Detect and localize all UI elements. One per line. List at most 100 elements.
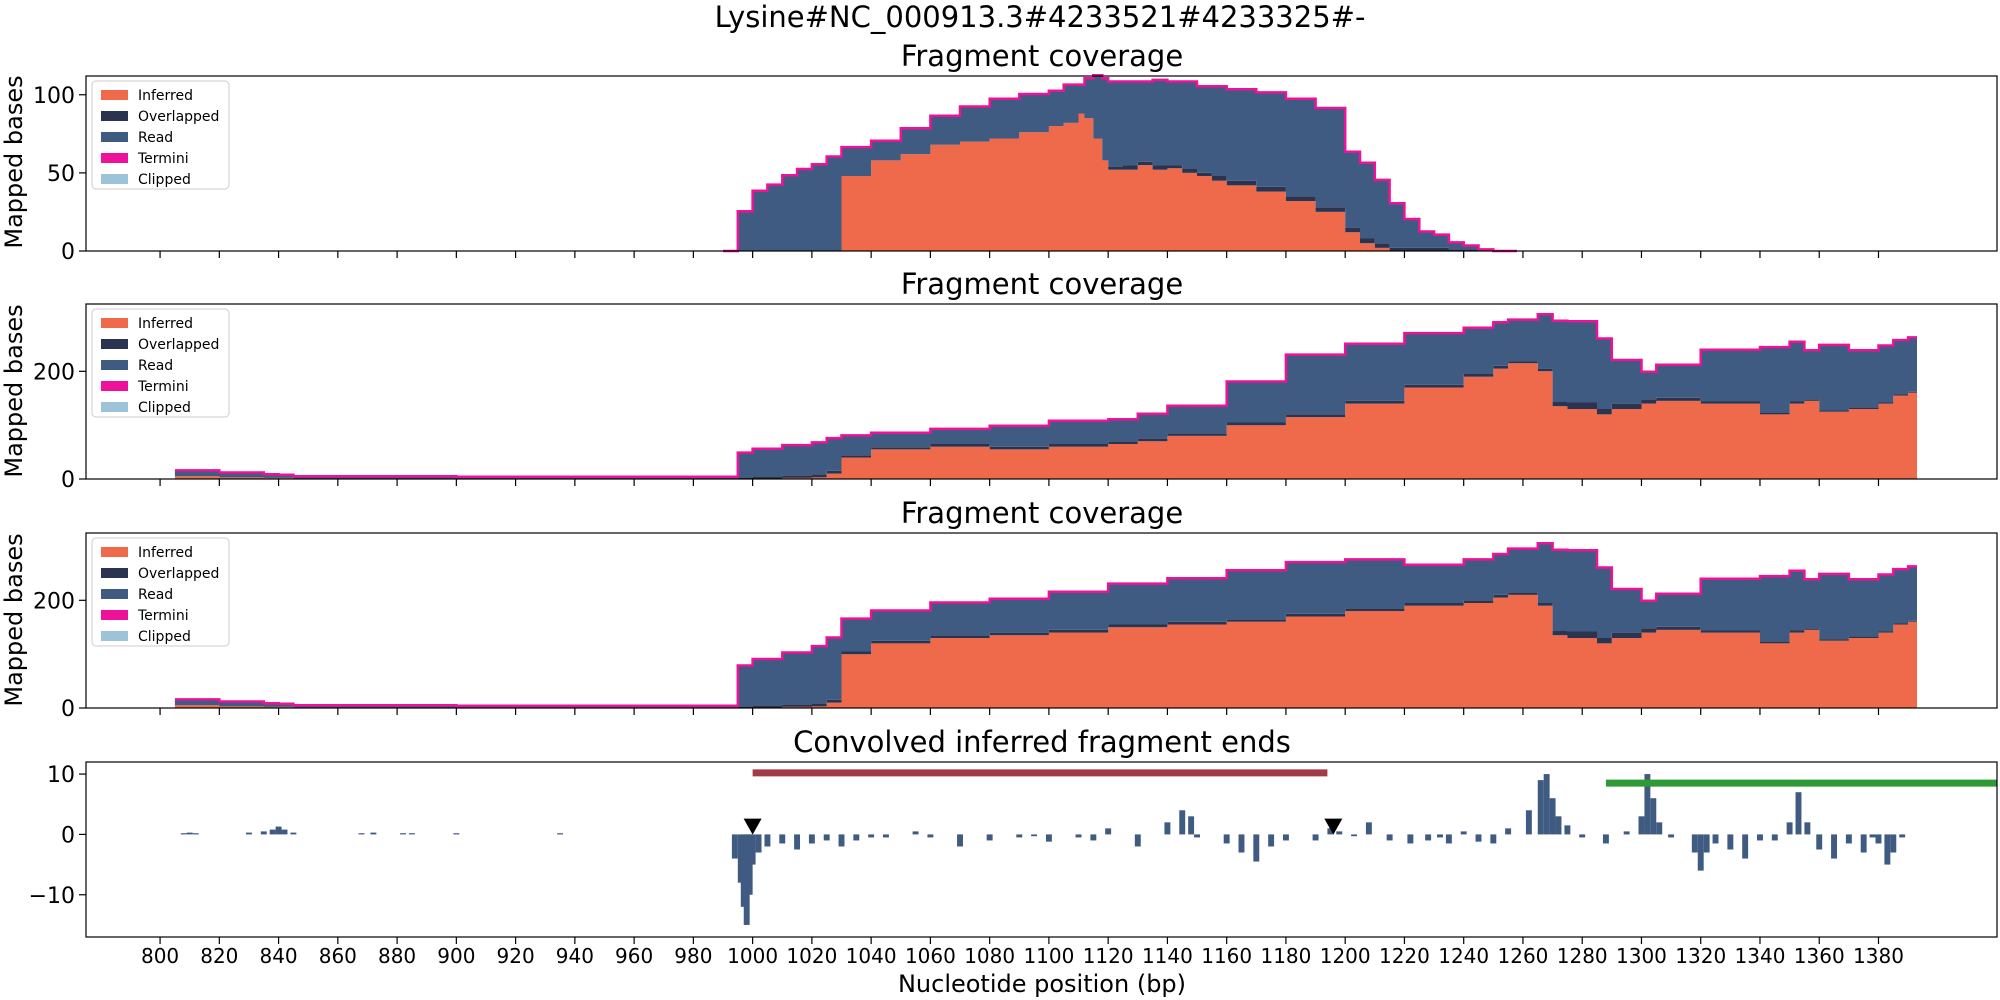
end-bar-9	[358, 833, 365, 835]
x-tick-label-6: 920	[497, 944, 535, 968]
panel-1-plot	[723, 73, 1517, 253]
end-bar-34	[986, 834, 993, 841]
x-tick-label-10: 1000	[727, 944, 778, 968]
end-bar-15	[731, 834, 738, 859]
series-read-0	[723, 76, 1517, 251]
end-bar-95	[1875, 834, 1882, 844]
end-bar-61	[1460, 831, 1467, 835]
legend-label-1-0: Inferred	[138, 316, 193, 332]
end-bar-48	[1253, 834, 1260, 862]
legend-swatch-2-0	[101, 547, 128, 557]
x-tick-label-20: 1200	[1320, 944, 1371, 968]
legend-swatch-0-2	[101, 132, 128, 142]
x-tick-label-22: 1240	[1438, 944, 1489, 968]
end-bar-81	[1703, 834, 1710, 853]
x-tick-label-23: 1260	[1498, 944, 1549, 968]
marker-triangle-1	[1324, 818, 1343, 835]
end-bar-93	[1860, 834, 1867, 853]
end-bar-98	[1899, 834, 1906, 838]
end-bar-13	[453, 833, 460, 835]
end-bar-40	[1105, 828, 1112, 835]
legend-swatch-1-1	[101, 339, 128, 349]
y-tick-label-0-2: 100	[33, 84, 75, 109]
end-bar-67	[1543, 774, 1550, 835]
end-bar-21	[755, 834, 762, 853]
x-tick-label-11: 1020	[786, 944, 837, 968]
x-tick-label-26: 1320	[1675, 944, 1726, 968]
x-tick-label-5: 900	[437, 944, 475, 968]
axes-frame-0	[85, 75, 1998, 252]
end-bar-96	[1884, 834, 1891, 865]
axes-frame-2	[85, 532, 1998, 709]
legend-swatch-2-1	[101, 568, 128, 578]
end-bar-14	[557, 833, 564, 835]
end-bar-55	[1365, 822, 1372, 835]
series-inferred-1	[174, 363, 1917, 479]
end-bar-64	[1505, 828, 1512, 835]
legend-swatch-0-0	[101, 90, 128, 100]
end-bar-90	[1816, 834, 1823, 850]
x-tick-label-13: 1060	[905, 944, 956, 968]
y-tick-label-3-0: −10	[29, 884, 75, 909]
end-bar-63	[1490, 834, 1497, 844]
x-tick-label-25: 1300	[1616, 944, 1667, 968]
end-bar-24	[794, 834, 801, 850]
axes-frame-1	[85, 303, 1998, 480]
end-bar-27	[838, 834, 845, 847]
end-bar-35	[1016, 834, 1023, 838]
x-tick-label-1: 820	[200, 944, 238, 968]
end-bar-79	[1691, 834, 1698, 853]
panel-2-legend: Inferred Overlapped Read Termini Clipped	[91, 308, 230, 418]
end-bar-50	[1282, 834, 1289, 841]
x-tick-label-8: 960	[615, 944, 653, 968]
end-bar-17	[740, 834, 747, 907]
end-bar-37	[1045, 834, 1052, 842]
end-bar-44	[1188, 816, 1195, 835]
x-tick-label-24: 1280	[1557, 944, 1608, 968]
x-tick-label-4: 880	[378, 944, 416, 968]
end-bar-80	[1697, 834, 1704, 871]
x-tick-label-21: 1220	[1379, 944, 1430, 968]
legend-label-0-0: Inferred	[138, 88, 193, 104]
legend-swatch-1-4	[101, 402, 128, 412]
series-inferred-0	[723, 113, 1517, 251]
x-tick-label-29: 1380	[1853, 944, 1904, 968]
end-bar-45	[1194, 834, 1201, 838]
x-tick-label-2: 840	[259, 944, 297, 968]
end-bar-31	[912, 831, 919, 835]
legend-swatch-1-3	[101, 381, 128, 391]
end-bar-1	[186, 832, 193, 835]
legend-swatch-1-0	[101, 318, 128, 328]
end-bar-97	[1890, 834, 1897, 853]
x-tick-label-0: 800	[141, 944, 179, 968]
end-bar-33	[957, 834, 963, 847]
legend-label-1-1: Overlapped	[138, 337, 219, 353]
end-bar-3	[245, 832, 252, 835]
end-bar-49	[1268, 834, 1275, 847]
panel-3-legend: Inferred Overlapped Read Termini Clipped	[91, 537, 230, 647]
x-tick-label-7: 940	[556, 944, 594, 968]
shared-x-axis: 800 820 840 860 880 900 920 940 960 980 1000 1020 10…	[141, 944, 1904, 968]
legend-label-0-4: Clipped	[138, 172, 191, 188]
end-bar-12	[408, 833, 415, 835]
end-bar-84	[1742, 834, 1749, 859]
legend-swatch-2-3	[101, 610, 128, 620]
x-tick-label-27: 1340	[1735, 944, 1786, 968]
series-termini-2	[174, 541, 1917, 708]
end-bar-85	[1757, 834, 1763, 841]
legend-label-1-4: Clipped	[138, 400, 191, 416]
end-bar-26	[823, 834, 830, 841]
end-bar-43	[1179, 810, 1186, 835]
coverage-panel-3: Fragment coverage Mapped bases Inferred O…	[0, 496, 1998, 722]
legend-label-1-3: Termini	[137, 379, 189, 395]
end-bar-92	[1845, 834, 1852, 844]
convolved-ends-panel: Convolved inferred fragment ends −10 0 10	[29, 725, 1998, 944]
y-tick-label-3-1: 0	[61, 823, 75, 848]
legend-label-2-2: Read	[138, 587, 173, 603]
x-tick-label-9: 980	[674, 944, 712, 968]
end-bar-86	[1771, 834, 1778, 841]
end-bar-65	[1525, 810, 1532, 835]
end-bar-0	[180, 833, 187, 835]
end-bar-78	[1668, 834, 1675, 838]
end-bar-42	[1164, 822, 1171, 835]
